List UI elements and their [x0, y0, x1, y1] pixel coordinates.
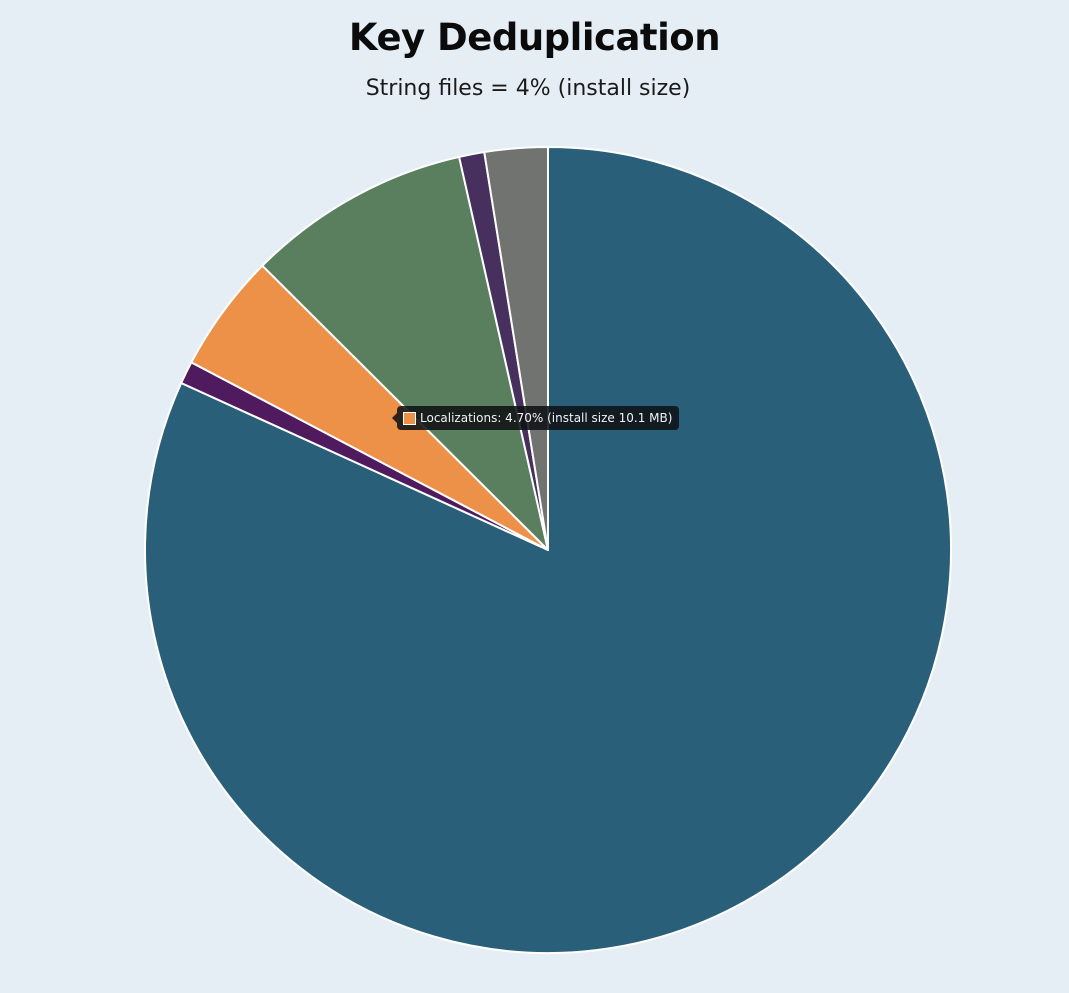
slice-tooltip: Localizations: 4.70% (install size 10.1 …: [391, 406, 680, 430]
chart-title: Key Deduplication: [348, 16, 721, 59]
pie-slice[interactable]: [483, 146, 549, 551]
tooltip-label: Localizations: 4.70% (install size 10.1 …: [420, 411, 673, 425]
chart-subtitle: String files = 4% (install size): [365, 76, 691, 101]
tooltip-color-swatch: [403, 411, 416, 425]
pie-slice[interactable]: [261, 155, 549, 551]
